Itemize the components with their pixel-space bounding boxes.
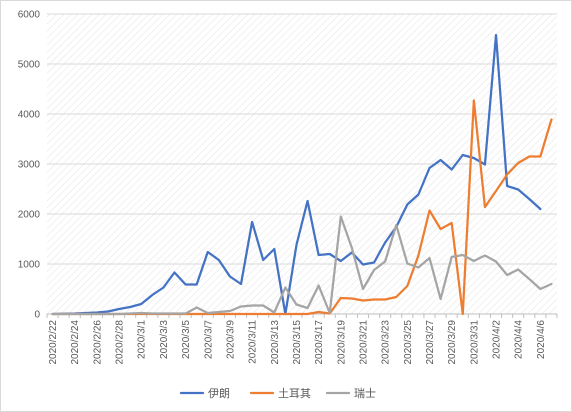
x-tick-label: 2020/2/26 [92,320,103,365]
x-tick-label: 2020/3/31 [469,320,480,365]
x-tick-label: 2020/3/27 [425,320,436,365]
x-tick-label: 2020/3/5 [181,320,192,359]
y-tick-label: 0 [34,310,40,321]
x-tick-label: 2020/3/21 [358,320,369,365]
legend-label-0: 伊朗 [208,387,230,400]
x-tick-label: 2020/3/7 [203,320,214,359]
gridlines [47,13,557,315]
y-tick-label: 3000 [18,160,41,171]
x-tick-label: 2020/3/1 [137,320,148,359]
y-tick-label: 4000 [18,110,41,121]
y-tick-label: 1000 [18,260,41,271]
x-tick-label: 2020/3/9 [225,320,236,359]
x-tick-label: 2020/3/13 [270,320,281,365]
x-tick-label: 2020/3/11 [248,320,259,364]
y-tick-label: 5000 [18,60,41,71]
series-line-2 [51,215,553,316]
x-tick-label: 2020/2/24 [70,320,81,365]
legend-label-2: 瑞士 [354,386,376,400]
x-axis: 2020/2/22 2020/2/24 2020/2/26 2020/2/28 2020… [46,313,558,365]
x-tick-label: 2020/4/4 [514,320,525,359]
x-tick-label: 2020/3/17 [314,320,325,365]
series-line-0 [51,33,542,316]
y-tick-label: 2000 [18,210,41,221]
x-tick-label: 2020/3/23 [381,320,392,365]
x-tick-label: 2020/2/22 [48,320,59,365]
x-tick-label: 2020/3/25 [403,320,414,365]
series-lines [51,33,553,316]
x-tick-label: 2020/3/19 [336,320,347,365]
x-tick-label: 2020/2/28 [115,320,126,365]
x-tick-label: 2020/3/29 [447,320,458,365]
y-tick-label: 6000 [18,10,41,21]
x-tick-label: 2020/4/2 [492,320,503,359]
x-tick-label: 2020/4/6 [536,320,547,359]
legend-label-1: 土耳其 [278,387,311,400]
legend: 伊朗 土耳其 瑞士 [179,386,376,400]
x-tick-label: 2020/3/15 [292,320,303,365]
y-axis: 0 1000 2000 3000 4000 5000 6000 [18,10,41,321]
x-tick-label: 2020/3/3 [159,320,170,359]
